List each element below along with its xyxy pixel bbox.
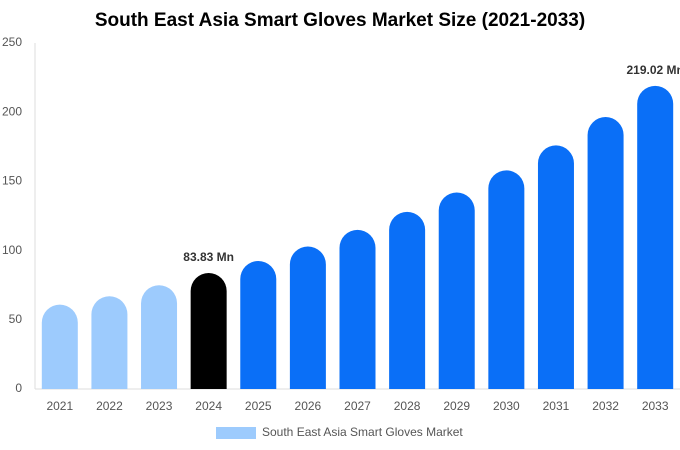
y-tick-label: 250 bbox=[2, 35, 22, 49]
value-label: 219.02 Mn bbox=[627, 63, 680, 77]
bar bbox=[587, 117, 624, 389]
x-tick-label: 2027 bbox=[344, 399, 371, 413]
bar bbox=[339, 229, 376, 389]
x-tick-label: 2030 bbox=[493, 399, 520, 413]
bar bbox=[141, 285, 178, 389]
y-tick-label: 200 bbox=[2, 104, 22, 118]
bar bbox=[91, 296, 128, 389]
y-tick-label: 150 bbox=[2, 174, 22, 188]
x-tick-label: 2032 bbox=[592, 399, 619, 413]
chart-title: South East Asia Smart Gloves Market Size… bbox=[95, 10, 585, 31]
bar bbox=[41, 304, 78, 389]
y-tick-label: 0 bbox=[15, 381, 22, 395]
bar bbox=[488, 170, 525, 389]
value-label: 83.83 Mn bbox=[183, 250, 234, 264]
x-tick-label: 2022 bbox=[96, 399, 123, 413]
bar bbox=[289, 246, 326, 389]
x-tick-label: 2031 bbox=[543, 399, 570, 413]
y-tick-label: 100 bbox=[2, 243, 22, 257]
bar bbox=[537, 145, 574, 389]
x-tick-label: 2026 bbox=[295, 399, 322, 413]
x-tick-label: 2024 bbox=[195, 399, 222, 413]
bar bbox=[438, 192, 475, 389]
x-tick-label: 2028 bbox=[394, 399, 421, 413]
bar bbox=[637, 85, 674, 389]
x-tick-label: 2023 bbox=[146, 399, 173, 413]
bar bbox=[240, 260, 277, 389]
legend-label: South East Asia Smart Gloves Market bbox=[262, 425, 463, 439]
legend-swatch bbox=[216, 427, 256, 439]
bar bbox=[190, 272, 227, 389]
x-tick-label: 2033 bbox=[642, 399, 669, 413]
bar bbox=[389, 211, 426, 389]
x-tick-label: 2029 bbox=[443, 399, 470, 413]
x-tick-label: 2021 bbox=[46, 399, 73, 413]
y-tick-label: 50 bbox=[9, 312, 23, 326]
x-tick-label: 2025 bbox=[245, 399, 272, 413]
